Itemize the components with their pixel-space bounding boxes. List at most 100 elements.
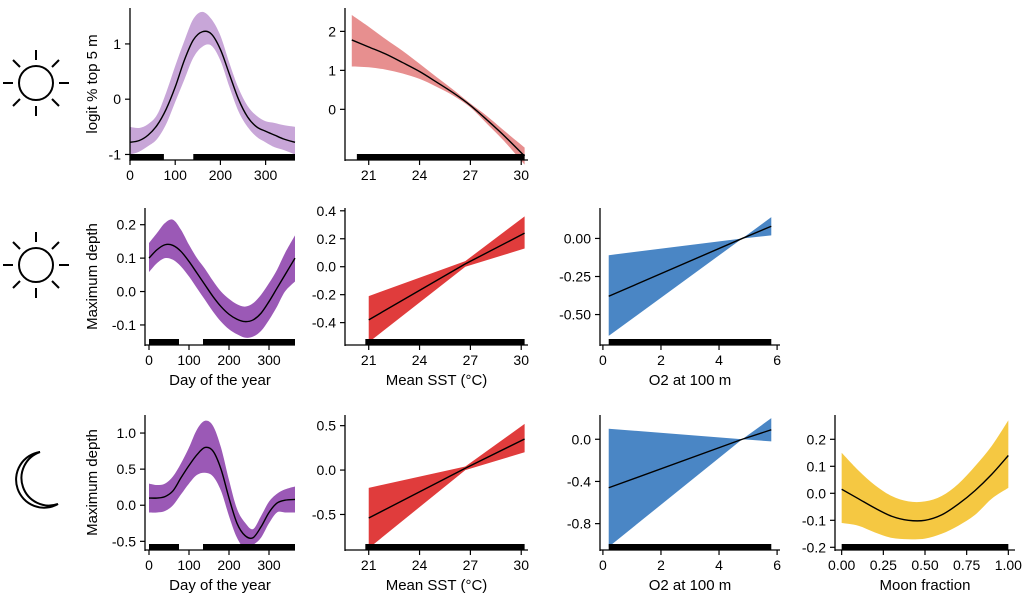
panel-p33: -0.8 -0.4 0.0 0 2 4 6 O2 at 100 m: [567, 415, 781, 594]
y-tick-label: 0.0: [317, 259, 337, 275]
y-tick-label: 0.0: [117, 284, 137, 300]
x-tick-label: 0: [599, 352, 607, 368]
rug-marks: [203, 544, 295, 550]
confidence-band: [608, 418, 772, 547]
x-tick-label: 24: [412, 557, 428, 573]
fitted-line: [608, 225, 772, 297]
y-tick-label: 0.5: [117, 461, 137, 477]
y-tick-label: -0.5: [112, 533, 136, 549]
x-tick-label: 30: [513, 352, 529, 368]
rug-marks: [365, 544, 525, 550]
confidence-band: [368, 423, 525, 549]
rug-marks: [203, 339, 295, 345]
y-tick-label: 0.0: [572, 431, 592, 447]
y-tick-label: 0.2: [807, 431, 827, 447]
y-tick-label: -0.1: [112, 317, 136, 333]
x-tick-label: 0.00: [828, 557, 855, 573]
x-tick-label: 4: [715, 352, 723, 368]
panel-p23: -0.50 -0.25 0.00 0 2 4 6 O2 at 100 m: [559, 208, 781, 389]
x-tick-label: 300: [257, 557, 281, 573]
x-tick-label: 100: [177, 352, 201, 368]
x-tick-label: 100: [164, 167, 188, 183]
panel-p21: -0.1 0.0 0.1 0.2 0 100 200 300 Day of the year Ma…: [84, 208, 296, 389]
y-axis-title: Maximum depth: [84, 429, 101, 536]
x-tick-label: 300: [254, 167, 278, 183]
panel-p32: -0.5 0.0 0.5 21 24 27 30 Mean SST (°C): [312, 415, 529, 594]
x-tick-label: 0.50: [911, 557, 938, 573]
x-tick-label: 100: [177, 557, 201, 573]
x-tick-label: 21: [361, 167, 377, 183]
y-tick-label: -0.4: [567, 473, 591, 489]
y-tick-label: -0.50: [559, 307, 591, 323]
panel-p31: -0.5 0.0 0.5 1.0 0 100 200 300 Day of the year Ma…: [84, 415, 296, 594]
y-tick-label: 2: [328, 23, 336, 39]
x-tick-label: 2: [657, 352, 665, 368]
y-tick-label: 0: [113, 91, 121, 107]
x-tick-label: 200: [209, 167, 233, 183]
fitted-line: [368, 232, 525, 321]
x-tick-label: 1.00: [995, 557, 1022, 573]
y-tick-label: 0.2: [117, 217, 137, 233]
panel-p22: -0.4 -0.2 0.0 0.2 0.4 21 24 27 30 Mean SST (°C): [312, 203, 529, 389]
x-tick-label: 6: [773, 557, 781, 573]
panel-p34: -0.2 -0.1 0.0 0.1 0.2 0.00 0.25 0.50 0.75 1.00 Moo…: [802, 415, 1022, 594]
y-tick-label: -1: [109, 146, 122, 162]
y-tick-label: 0.1: [807, 458, 827, 474]
y-tick-label: -0.25: [559, 269, 591, 285]
fitted-line: [841, 455, 1009, 522]
confidence-band: [608, 217, 772, 336]
rug-marks: [365, 339, 525, 345]
x-axis-title: Day of the year: [169, 372, 271, 389]
x-tick-label: 27: [463, 352, 479, 368]
y-tick-label: -0.1: [802, 512, 826, 528]
y-tick-label: 0.0: [317, 462, 337, 478]
fitted-line: [351, 39, 526, 157]
y-tick-label: 0: [328, 101, 336, 117]
y-tick-label: 0.1: [117, 250, 137, 266]
y-tick-label: 0.0: [807, 485, 827, 501]
x-tick-label: 30: [513, 557, 529, 573]
rug-marks: [149, 339, 179, 345]
x-tick-label: 0: [599, 557, 607, 573]
panel-p12: 0 1 2 21 24 27 30: [328, 8, 529, 183]
x-tick-label: 27: [463, 557, 479, 573]
y-axis-title: logit % top 5 m: [84, 34, 101, 133]
rug-marks: [130, 154, 164, 160]
y-tick-label: 1.0: [117, 425, 137, 441]
fitted-line: [148, 243, 296, 323]
y-tick-label: 1: [328, 62, 336, 78]
x-tick-label: 21: [361, 557, 377, 573]
y-tick-label: 0.00: [564, 230, 591, 246]
y-tick-label: 0.0: [117, 497, 137, 513]
y-tick-label: 0.5: [317, 418, 337, 434]
rug-marks: [149, 544, 179, 550]
x-tick-label: 0: [145, 352, 153, 368]
x-axis-title: Mean SST (°C): [386, 577, 488, 594]
y-tick-label: -0.2: [312, 287, 336, 303]
moon-icon: [15, 451, 59, 509]
x-tick-label: 6: [773, 352, 781, 368]
x-axis-title: Mean SST (°C): [386, 372, 488, 389]
x-tick-label: 30: [513, 167, 529, 183]
confidence-band: [351, 15, 525, 165]
y-tick-label: 0.4: [317, 203, 337, 219]
x-axis-title: O2 at 100 m: [649, 577, 732, 594]
x-tick-label: 27: [463, 167, 479, 183]
x-tick-label: 21: [361, 352, 377, 368]
x-tick-label: 200: [217, 352, 241, 368]
x-tick-label: 24: [412, 167, 428, 183]
x-axis-title: Moon fraction: [880, 577, 971, 594]
x-tick-label: 0: [145, 557, 153, 573]
confidence-band: [149, 420, 295, 549]
x-axis-title: Day of the year: [169, 577, 271, 594]
x-tick-label: 300: [257, 352, 281, 368]
y-axis-title: Maximum depth: [84, 223, 101, 330]
x-axis-title: O2 at 100 m: [649, 372, 732, 389]
rug-marks: [193, 154, 295, 160]
fitted-line: [148, 446, 296, 540]
y-tick-label: -0.5: [312, 506, 336, 522]
fitted-line: [129, 30, 296, 144]
confidence-band: [130, 11, 295, 155]
